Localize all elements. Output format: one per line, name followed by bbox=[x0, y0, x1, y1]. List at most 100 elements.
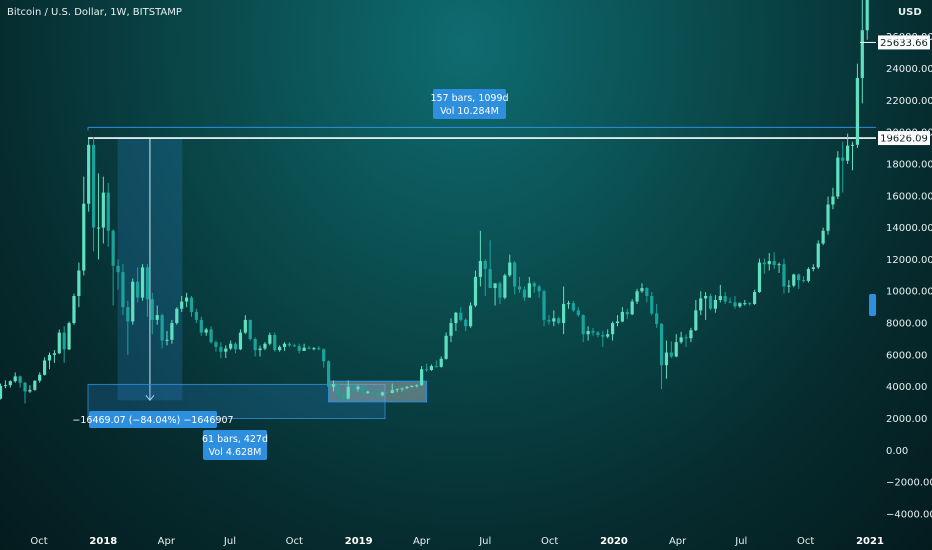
y-tick-label: 24000.00 bbox=[886, 64, 932, 75]
candle-body bbox=[615, 321, 620, 324]
candle-body bbox=[111, 230, 115, 266]
candle-body bbox=[72, 296, 76, 324]
candle-body bbox=[229, 343, 233, 349]
candle-body bbox=[429, 366, 434, 371]
candle-body bbox=[645, 288, 649, 297]
candles bbox=[0, 0, 869, 404]
candle-body bbox=[189, 297, 194, 312]
y-tick-label: 20000.00 bbox=[886, 128, 932, 139]
drawdown-arrow-head bbox=[145, 394, 155, 402]
y-tick-label: −2000.00 bbox=[886, 478, 932, 489]
candle-body bbox=[341, 394, 345, 399]
candle-body bbox=[23, 382, 27, 392]
candle-body bbox=[689, 330, 693, 339]
candle-body bbox=[33, 380, 37, 390]
y-tick-label: 18000.00 bbox=[886, 159, 932, 170]
price-tag-label: 19626.09 bbox=[880, 134, 928, 145]
candle-body bbox=[297, 346, 301, 351]
price-tag-label: 25633.66 bbox=[880, 38, 928, 49]
candle-body bbox=[400, 388, 404, 390]
price-axis[interactable]: −4000.00 −2000.00 0.00 2000.00 4000.00 6000.0… bbox=[886, 32, 932, 520]
candle-body bbox=[483, 261, 487, 269]
x-tick-label: Oct bbox=[541, 536, 558, 547]
candle-body bbox=[170, 323, 174, 340]
candle-body bbox=[659, 323, 664, 366]
candle-body bbox=[268, 335, 272, 344]
candle-body bbox=[62, 332, 66, 350]
candle-body bbox=[87, 144, 91, 204]
candle-body bbox=[395, 389, 399, 391]
candle-body bbox=[557, 318, 561, 324]
candle-body bbox=[606, 334, 610, 337]
candle-body bbox=[547, 319, 551, 322]
candle-body bbox=[375, 393, 380, 396]
candle-body bbox=[405, 386, 409, 389]
candle-body bbox=[752, 292, 757, 304]
candle-body bbox=[361, 386, 365, 394]
candle-body bbox=[150, 299, 154, 320]
candle-body bbox=[136, 281, 140, 298]
candle-body bbox=[180, 301, 184, 309]
x-tick-label: Apr bbox=[158, 536, 176, 547]
horizontal-lines bbox=[87, 126, 876, 139]
candle-body bbox=[527, 283, 531, 298]
candle-body bbox=[243, 319, 247, 333]
candle-body bbox=[801, 280, 806, 282]
candle-body bbox=[620, 311, 624, 322]
candle-body bbox=[596, 332, 600, 336]
y-tick-label: 0.00 bbox=[886, 446, 908, 457]
candle-body bbox=[121, 272, 125, 308]
candle-body bbox=[165, 339, 169, 341]
candle-body bbox=[738, 303, 742, 307]
y-tick-label: 16000.00 bbox=[886, 191, 932, 202]
annotations: 157 bars, 1099d Vol 10.284M −16469.07 (−84… bbox=[72, 35, 930, 460]
candle-body bbox=[787, 285, 791, 287]
candle-body bbox=[841, 157, 845, 161]
candle-body bbox=[464, 319, 468, 327]
candle-body bbox=[326, 361, 331, 387]
candle-body bbox=[552, 318, 556, 322]
candle-body bbox=[831, 196, 835, 205]
candle-body bbox=[209, 329, 213, 343]
currency-label[interactable]: USD bbox=[898, 7, 922, 18]
candle-body bbox=[488, 268, 492, 289]
candle-body bbox=[439, 358, 443, 367]
candle-body bbox=[47, 354, 52, 361]
candle-body bbox=[517, 286, 522, 290]
candle-body bbox=[459, 312, 463, 320]
candle-body bbox=[728, 301, 732, 303]
candle-body bbox=[679, 337, 683, 343]
candle-body bbox=[449, 323, 453, 336]
candle-body bbox=[18, 376, 22, 383]
candle-body bbox=[292, 345, 296, 347]
candle-body bbox=[57, 332, 61, 354]
time-axis[interactable]: Oct 2018 Apr Jul Oct 2019 Apr Jul Oct 2020 Apr Jul O… bbox=[30, 536, 884, 547]
candle-body bbox=[468, 305, 473, 327]
x-tick-label: Oct bbox=[30, 536, 47, 547]
candle-body bbox=[273, 335, 277, 351]
candle-body bbox=[145, 267, 150, 300]
candle-body bbox=[424, 369, 429, 371]
candle-body bbox=[855, 77, 860, 145]
candle-body bbox=[351, 386, 355, 390]
candle-body bbox=[846, 145, 850, 161]
side-marker[interactable] bbox=[869, 294, 876, 316]
y-tick-label: 4000.00 bbox=[886, 382, 927, 393]
candle-body bbox=[669, 352, 673, 357]
candle-body bbox=[811, 267, 815, 269]
candle-body bbox=[38, 374, 42, 381]
candle-body bbox=[233, 343, 238, 350]
candle-body bbox=[434, 366, 438, 368]
candle-body bbox=[821, 230, 825, 244]
candle-body bbox=[699, 298, 703, 311]
candle-body bbox=[0, 385, 3, 399]
candle-body bbox=[708, 296, 713, 309]
candle-body bbox=[331, 384, 336, 387]
y-tick-label: 14000.00 bbox=[886, 223, 932, 234]
candle-body bbox=[733, 302, 737, 307]
candle-body bbox=[674, 342, 678, 357]
candle-body bbox=[704, 296, 708, 299]
candle-body bbox=[748, 303, 752, 305]
drawdown-bars-text: 61 bars, 427d bbox=[202, 434, 268, 445]
